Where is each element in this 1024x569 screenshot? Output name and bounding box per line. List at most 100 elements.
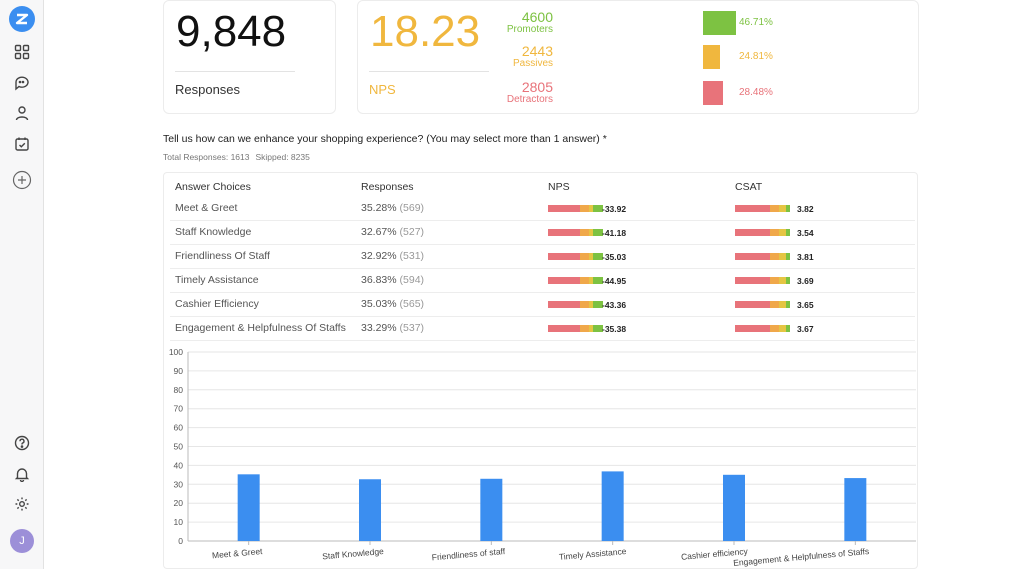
contacts-icon[interactable]: [0, 101, 44, 125]
promoters-count: 4600: [521, 9, 553, 25]
response-count: (531): [399, 250, 425, 262]
detractors-count: 2805: [521, 79, 553, 95]
csat-mini-bar: [735, 325, 790, 332]
table-row: Cashier Efficiency 35.03% (565) -43.36 3.65: [170, 293, 915, 317]
responses-label: Responses: [175, 82, 241, 97]
nps-mini-bar: [548, 205, 603, 212]
bar: [723, 474, 745, 541]
response-pct: 33.29%: [361, 322, 397, 334]
response-count: (537): [399, 322, 425, 334]
response-pct: 32.67%: [361, 226, 397, 238]
x-tick-label: Engagement & Helpfulness of Staffs: [733, 546, 870, 568]
answer-choice: Timely Assistance: [175, 274, 259, 286]
nps-mini-bar: [548, 229, 603, 236]
bar: [480, 478, 503, 541]
y-tick-label: 100: [169, 347, 183, 357]
promoters-row: 4600 Promoters 46.71%: [358, 9, 778, 39]
nps-mini-bar: [548, 277, 603, 284]
responses-bar-chart: 0 10 20 30 40 50 60 70 80 90 100 Meet & Greet Staff …: [169, 347, 916, 568]
response-cell: 32.67% (527): [361, 226, 424, 238]
feedback-icon[interactable]: [0, 71, 44, 95]
total-responses: Total Responses: 1613: [163, 152, 250, 162]
nps-score: -43.36: [602, 300, 627, 310]
response-cell: 32.92% (531): [361, 250, 424, 262]
promoters-pct: 46.71%: [739, 17, 773, 28]
responses-value: 9,848: [176, 7, 287, 56]
answer-choice: Friendliness Of Staff: [175, 250, 270, 262]
bar: [601, 471, 624, 541]
help-icon[interactable]: [0, 431, 44, 455]
detractors-row: 2805 Detractors 28.48%: [358, 79, 778, 109]
nps-score: -33.92: [602, 204, 627, 214]
csat-mini-bar: [735, 205, 790, 212]
y-tick-label: 0: [178, 536, 183, 546]
avatar-initial: J: [19, 535, 25, 547]
x-tick-label: Meet & Greet: [212, 546, 264, 560]
table-row: Timely Assistance 36.83% (594) -44.95 3.69: [170, 269, 915, 293]
nps-label: NPS: [369, 82, 396, 97]
csat-score: 3.65: [797, 300, 814, 310]
divider: [369, 71, 489, 72]
avatar[interactable]: J: [10, 529, 34, 553]
question-meta: Total Responses: 1613 Skipped: 8235: [163, 152, 310, 162]
tasks-icon[interactable]: [0, 132, 44, 156]
table-row: Meet & Greet 35.28% (569) -33.92 3.82: [170, 197, 915, 221]
question-title: Tell us how can we enhance your shopping…: [163, 133, 607, 145]
csat-mini-bar: [735, 301, 790, 308]
answer-choice: Cashier Efficiency: [175, 298, 259, 310]
passives-count: 2443: [521, 43, 553, 59]
skipped-count: Skipped: 8235: [255, 152, 310, 162]
nps-mini-bar: [548, 253, 603, 260]
x-tick-label: Timely Assistance: [559, 546, 628, 562]
detractors-label: Detractors: [506, 94, 553, 105]
zonka-logo-icon[interactable]: [9, 6, 35, 32]
add-icon[interactable]: [0, 168, 44, 192]
nps-card: 18.23 NPS 4600 Promoters 46.71% 2443 Pas…: [357, 0, 919, 114]
y-tick-label: 60: [174, 423, 184, 433]
nps-mini-bar: [548, 301, 603, 308]
y-tick-label: 50: [174, 442, 184, 452]
header-responses: Responses: [361, 181, 414, 193]
y-tick-label: 70: [174, 404, 184, 414]
response-cell: 33.29% (537): [361, 322, 424, 334]
response-count: (527): [399, 226, 425, 238]
settings-icon[interactable]: [0, 492, 44, 516]
response-pct: 32.92%: [361, 250, 397, 262]
promoters-label: Promoters: [506, 24, 553, 35]
header-csat: CSAT: [735, 181, 763, 193]
x-tick-label: Staff Knowledge: [322, 546, 385, 561]
y-tick-label: 10: [174, 517, 184, 527]
csat-score: 3.54: [797, 228, 814, 238]
detractors-pct: 28.48%: [739, 87, 773, 98]
dashboard-icon[interactable]: [0, 40, 44, 64]
y-tick-label: 90: [174, 366, 184, 376]
response-count: (565): [399, 298, 425, 310]
response-count: (569): [399, 202, 425, 214]
nps-value: 18.23: [370, 7, 481, 56]
passives-label: Passives: [512, 58, 553, 69]
bar: [359, 479, 381, 541]
passives-bar: [703, 45, 720, 69]
x-tick-label: Friendliness of staff: [431, 546, 506, 562]
answer-choice: Meet & Greet: [175, 202, 238, 214]
answer-choice: Engagement & Helpfulness Of Staffs: [175, 322, 346, 334]
notifications-icon[interactable]: [0, 462, 44, 486]
nps-score: -35.03: [602, 252, 627, 262]
response-cell: 35.03% (565): [361, 298, 424, 310]
csat-mini-bar: [735, 229, 790, 236]
y-tick-label: 20: [174, 498, 184, 508]
passives-row: 2443 Passives 24.81%: [358, 43, 778, 73]
responses-card: 9,848 Responses: [163, 0, 336, 114]
response-pct: 35.03%: [361, 298, 397, 310]
y-tick-label: 80: [174, 385, 184, 395]
header-answer-choices: Answer Choices: [175, 181, 251, 193]
answer-choice: Staff Knowledge: [175, 226, 252, 238]
nps-score: -44.95: [602, 276, 627, 286]
csat-score: 3.69: [797, 276, 814, 286]
table-row: Friendliness Of Staff 32.92% (531) -35.03 3…: [170, 245, 915, 269]
csat-score: 3.81: [797, 252, 814, 262]
y-tick-label: 40: [174, 460, 184, 470]
detractors-bar: [703, 81, 723, 105]
csat-score: 3.82: [797, 204, 814, 214]
sidebar: J: [0, 0, 44, 569]
